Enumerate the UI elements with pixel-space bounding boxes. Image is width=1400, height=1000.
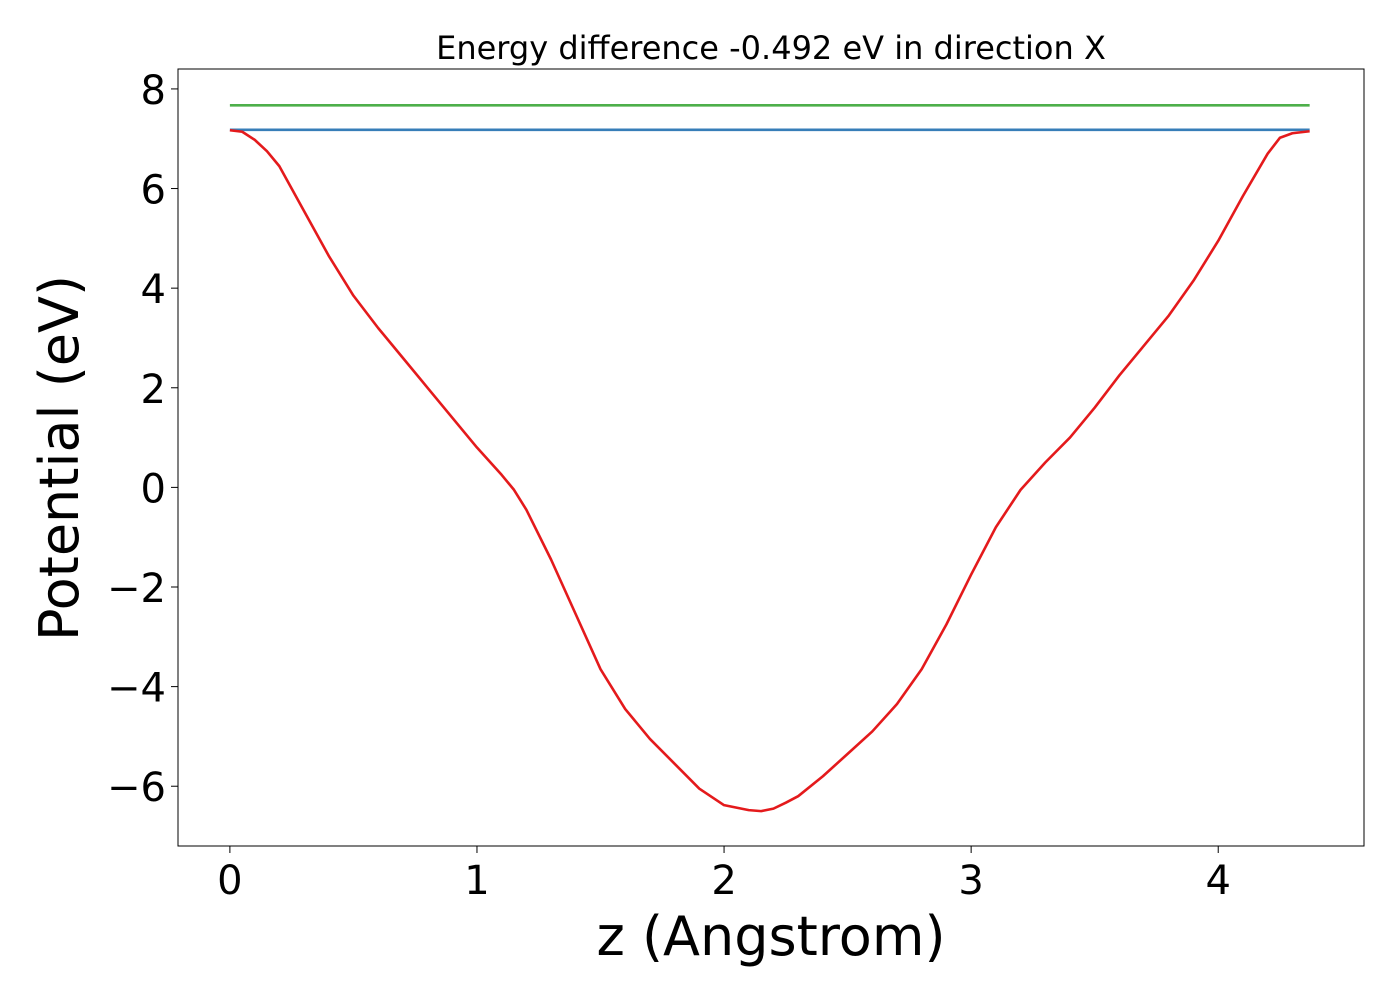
x-tick-label: 0 (217, 858, 242, 904)
y-tick-label: 0 (141, 466, 166, 512)
series-line-2 (229, 128, 1310, 813)
chart-title: Energy difference -0.492 eV in direction… (436, 29, 1106, 67)
y-tick-label: −4 (107, 666, 166, 712)
x-tick-label: 1 (464, 858, 489, 904)
y-tick-label: 2 (141, 367, 166, 413)
plot-frame (177, 68, 1365, 847)
y-axis-title: Potential (eV) (28, 275, 91, 641)
y-tick-label: −2 (107, 566, 166, 612)
y-tick-label: 6 (141, 168, 166, 214)
x-tick-label: 4 (1205, 858, 1230, 904)
y-tick-label: 8 (141, 68, 166, 114)
x-axis-title: z (Angstrom) (596, 905, 945, 968)
x-axis: 0 1 2 3 4 (217, 846, 1231, 904)
y-tick-label: 4 (141, 267, 166, 313)
y-axis: −6 −4 −2 0 2 4 6 8 (107, 68, 178, 811)
x-tick-label: 3 (958, 858, 983, 904)
series-layer (229, 104, 1310, 813)
x-tick-label: 2 (711, 858, 736, 904)
y-tick-label: −6 (107, 765, 166, 811)
